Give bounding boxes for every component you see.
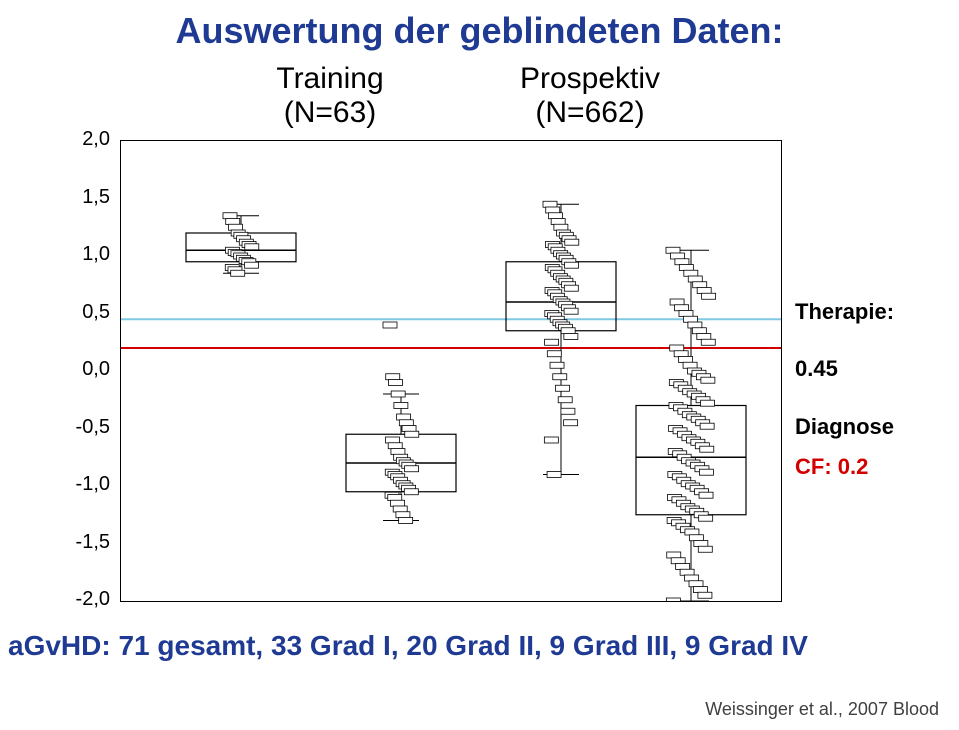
y-tick-label: -1,0 (60, 473, 110, 496)
y-tick-label: -1,5 (60, 531, 110, 554)
column-label-training: Training (N=63) (200, 62, 460, 130)
prospektiv-line2: (N=662) (460, 96, 720, 130)
y-tick-label: 0,0 (60, 358, 110, 381)
page-title: Auswertung der geblindeten Daten: (0, 10, 959, 52)
boxplot-chart (120, 140, 782, 602)
training-line1: Training (200, 62, 460, 96)
annotation-therapie: Therapie: (795, 299, 894, 325)
y-tick-label: -2,0 (60, 588, 110, 611)
annotation-diagnose: Diagnose (795, 414, 894, 440)
y-tick-label: 0,5 (60, 301, 110, 324)
citation-text: Weissinger et al., 2007 Blood (705, 699, 939, 720)
annotation-045: 0.45 (795, 356, 838, 382)
y-tick-label: 1,0 (60, 243, 110, 266)
y-tick-label: -0,5 (60, 416, 110, 439)
training-line2: (N=63) (200, 96, 460, 130)
prospektiv-line1: Prospektiv (460, 62, 720, 96)
footer-text: aGvHD: 71 gesamt, 33 Grad I, 20 Grad II,… (0, 630, 959, 662)
y-tick-label: 1,5 (60, 186, 110, 209)
column-label-prospektiv: Prospektiv (N=662) (460, 62, 720, 130)
y-tick-label: 2,0 (60, 128, 110, 151)
annotation-cf: CF: 0.2 (795, 454, 868, 480)
